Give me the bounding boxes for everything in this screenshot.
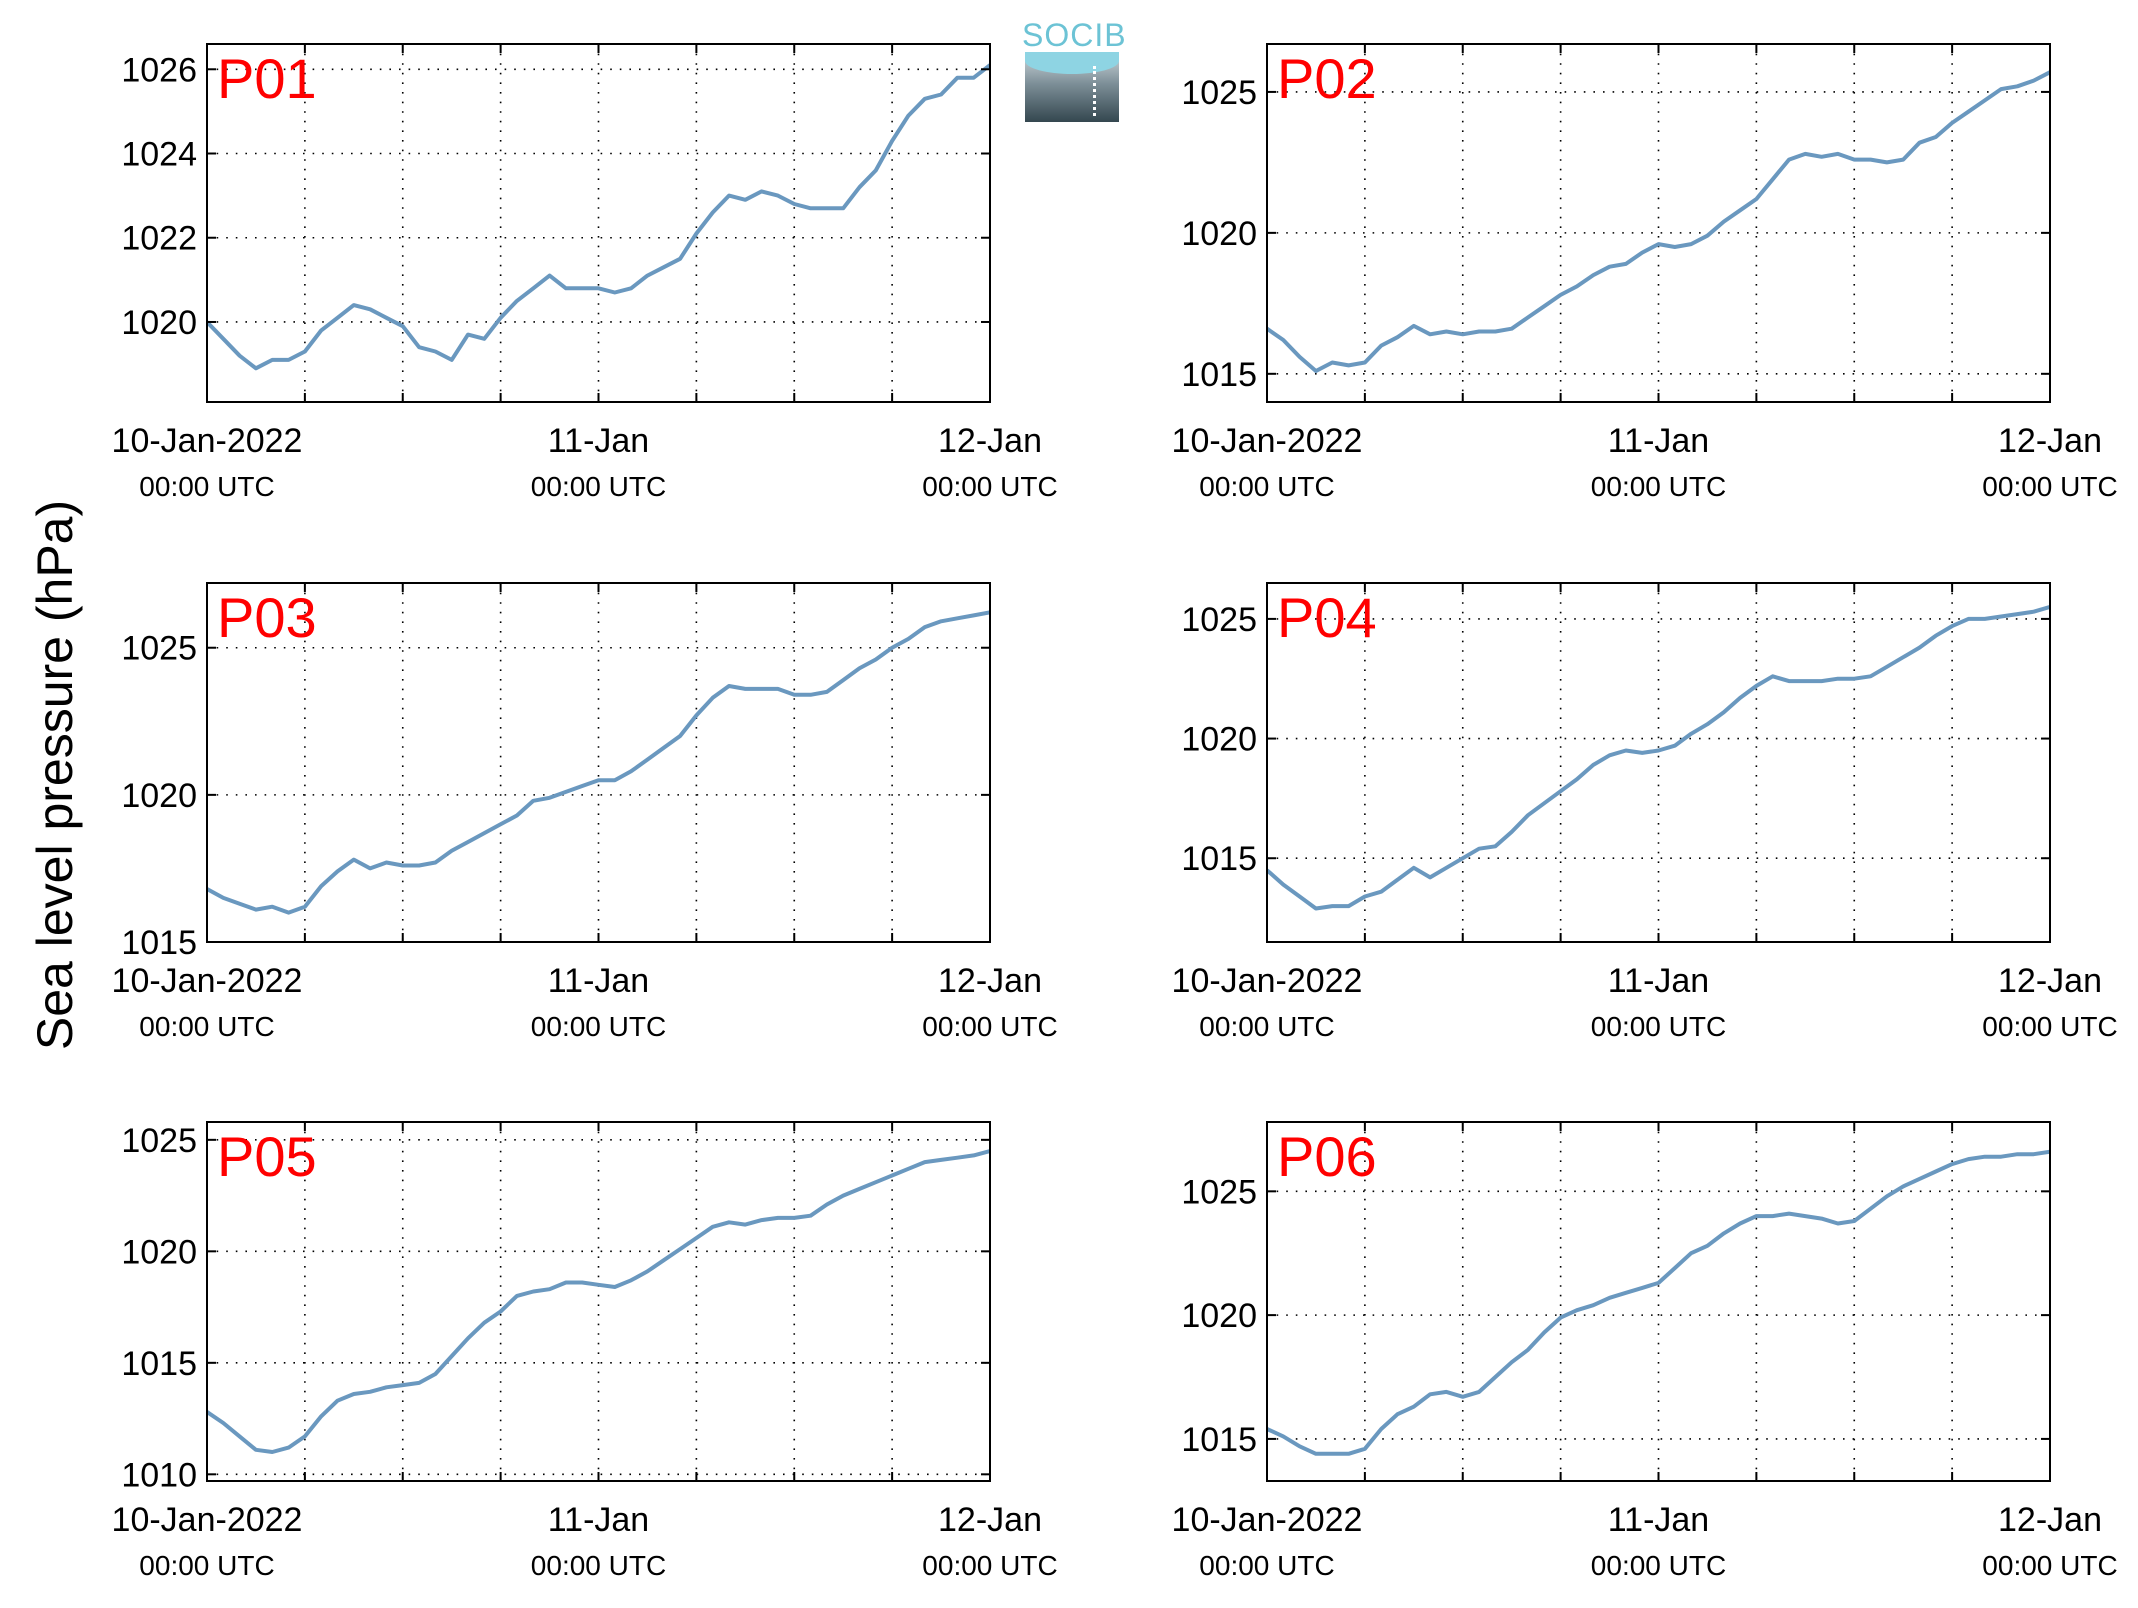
x-tick-sublabel: 00:00 UTC — [1982, 1011, 2117, 1042]
chart-panel: 1010 1015 1020 1025 10-Jan-2022 00:00 UTC 11-J… — [112, 1121, 1058, 1581]
x-tick-sublabel: 00:00 UTC — [1591, 1011, 1726, 1042]
x-tick-sublabel: 00:00 UTC — [922, 1011, 1057, 1042]
axes-frame — [206, 1121, 991, 1482]
pressure-series-line — [207, 610, 990, 915]
y-tick-label: 1020 — [1181, 215, 1257, 253]
y-axis-label: Sea level pressure (hPa) — [27, 500, 83, 1050]
y-tick-label: 1015 — [1181, 356, 1257, 394]
pressure-series-line — [1267, 70, 2050, 373]
axes-frame — [206, 582, 991, 943]
x-tick-label: 12-Jan — [1998, 1501, 2102, 1539]
y-tick-label: 1024 — [121, 136, 197, 174]
x-tick-label: 11-Jan — [548, 422, 649, 460]
chart-panel: 1015 1020 1025 10-Jan-2022 00:00 UTC 11-Jan 00… — [1172, 1121, 2118, 1581]
x-tick-label: 10-Jan-2022 — [112, 962, 303, 1000]
x-tick-sublabel: 00:00 UTC — [1199, 1550, 1334, 1581]
x-tick-label: 11-Jan — [1608, 962, 1709, 1000]
socib-logo-icon — [1025, 52, 1119, 122]
x-tick-label: 10-Jan-2022 — [112, 422, 303, 460]
pressure-series-line — [1267, 1149, 2050, 1456]
y-tick-label: 1022 — [121, 220, 197, 258]
chart-panels: 1020 1022 1024 1026 10-Jan-2022 00:00 UTC 11-J… — [112, 43, 2118, 1581]
x-tick-label: 12-Jan — [938, 422, 1042, 460]
x-tick-label: 10-Jan-2022 — [1172, 422, 1363, 460]
grid-lines — [207, 583, 990, 943]
x-tick-label: 12-Jan — [1998, 422, 2102, 460]
x-tick-sublabel: 00:00 UTC — [1591, 1550, 1726, 1581]
y-tick-label: 1015 — [121, 924, 197, 962]
pressure-series-line — [1267, 604, 2050, 911]
y-tick-label: 1020 — [1181, 721, 1257, 759]
pressure-series-line — [207, 63, 990, 371]
x-tick-label: 12-Jan — [938, 1501, 1042, 1539]
x-tick-sublabel: 00:00 UTC — [531, 1011, 666, 1042]
y-tick-label: 1020 — [121, 304, 197, 342]
panel-label: P03 — [217, 586, 317, 649]
x-tick-label: 10-Jan-2022 — [1172, 1501, 1363, 1539]
x-tick-label: 10-Jan-2022 — [112, 1501, 303, 1539]
chart-panel: 1015 1020 1025 10-Jan-2022 00:00 UTC 11-Jan 00… — [112, 582, 1058, 1042]
panel-label: P02 — [1277, 47, 1377, 110]
x-tick-sublabel: 00:00 UTC — [139, 471, 274, 502]
pressure-series-line — [207, 1149, 990, 1454]
y-tick-label: 1025 — [1181, 601, 1257, 639]
chart-panel: 1015 1020 1025 10-Jan-2022 00:00 UTC 11-Jan 00… — [1172, 43, 2118, 502]
grid-lines — [1267, 583, 2050, 942]
panel-label: P01 — [217, 47, 317, 110]
panel-label: P06 — [1277, 1125, 1377, 1188]
x-tick-sublabel: 00:00 UTC — [1199, 1011, 1334, 1042]
x-tick-sublabel: 00:00 UTC — [1591, 471, 1726, 502]
axes-frame — [1266, 43, 2051, 403]
x-tick-sublabel: 00:00 UTC — [531, 1550, 666, 1581]
axes-frame — [206, 43, 991, 403]
y-tick-label: 1020 — [121, 1233, 197, 1271]
x-tick-sublabel: 00:00 UTC — [139, 1550, 274, 1581]
y-tick-label: 1015 — [1181, 1421, 1257, 1459]
y-tick-label: 1025 — [1181, 1173, 1257, 1211]
y-tick-label: 1015 — [1181, 840, 1257, 878]
chart-panel: 1015 1020 1025 10-Jan-2022 00:00 UTC 11-Jan 00… — [1172, 582, 2118, 1042]
chart-panel: 1020 1022 1024 1026 10-Jan-2022 00:00 UTC 11-J… — [112, 43, 1058, 502]
y-tick-label: 1020 — [1181, 1297, 1257, 1335]
x-tick-sublabel: 00:00 UTC — [922, 471, 1057, 502]
y-tick-label: 1025 — [1181, 74, 1257, 112]
socib-logo: SOCIB — [1022, 17, 1127, 122]
grid-lines — [1267, 44, 2050, 402]
x-tick-sublabel: 00:00 UTC — [1199, 471, 1334, 502]
x-tick-sublabel: 00:00 UTC — [922, 1550, 1057, 1581]
x-tick-label: 10-Jan-2022 — [1172, 962, 1363, 1000]
x-tick-label: 11-Jan — [1608, 1501, 1709, 1539]
x-tick-sublabel: 00:00 UTC — [531, 471, 666, 502]
y-tick-label: 1010 — [121, 1456, 197, 1494]
x-tick-sublabel: 00:00 UTC — [1982, 1550, 2117, 1581]
y-tick-label: 1025 — [121, 1122, 197, 1160]
x-tick-sublabel: 00:00 UTC — [1982, 471, 2117, 502]
y-tick-label: 1025 — [121, 630, 197, 668]
grid-lines — [1267, 1122, 2050, 1481]
grid-lines — [207, 1122, 990, 1481]
socib-logo-text: SOCIB — [1022, 17, 1127, 53]
panel-label: P05 — [217, 1125, 317, 1188]
x-tick-label: 11-Jan — [548, 962, 649, 1000]
x-tick-label: 12-Jan — [938, 962, 1042, 1000]
panel-label: P04 — [1277, 586, 1377, 649]
y-tick-label: 1026 — [121, 51, 197, 89]
x-tick-label: 11-Jan — [1608, 422, 1709, 460]
x-tick-sublabel: 00:00 UTC — [139, 1011, 274, 1042]
x-tick-label: 12-Jan — [1998, 962, 2102, 1000]
grid-lines — [207, 44, 990, 402]
y-tick-label: 1020 — [121, 777, 197, 815]
x-tick-label: 11-Jan — [548, 1501, 649, 1539]
y-tick-label: 1015 — [121, 1345, 197, 1383]
